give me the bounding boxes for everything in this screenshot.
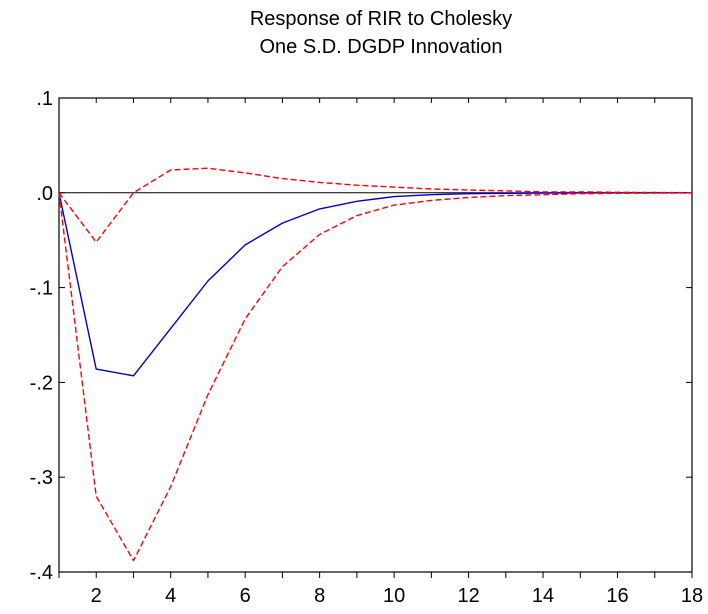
y-tick-label-0: .1 (36, 88, 53, 110)
y-tick-label-4: -.3 (30, 467, 53, 489)
x-tick-label-5: 12 (457, 585, 479, 607)
x-tick-label-8: 18 (681, 585, 703, 607)
x-tick-label-7: 16 (606, 585, 628, 607)
plot-frame (58, 97, 693, 573)
x-tick-label-6: 14 (532, 585, 554, 607)
x-tick-label-2: 6 (240, 585, 251, 607)
chart-title-line-1: Response of RIR to Cholesky (250, 8, 512, 30)
x-tick-label-1: 4 (165, 585, 176, 607)
series-line-1 (58, 167, 693, 243)
plot-area: .1 .0 -.1 -.2 -.3 -.4 2 4 6 8 10 12 14 16 18 (30, 88, 703, 607)
series-line-2 (58, 192, 693, 562)
y-tick-label-5: -.4 (30, 562, 53, 584)
y-tick-label-1: .0 (36, 183, 53, 205)
chart-title-line-2: One S.D. DGDP Innovation (259, 36, 502, 58)
x-tick-label-3: 8 (314, 585, 325, 607)
series-line-0 (58, 192, 692, 377)
y-tick-label-3: -.2 (30, 372, 53, 394)
y-tick-label-2: -.1 (30, 278, 53, 300)
x-tick-label-4: 10 (383, 585, 405, 607)
x-tick-label-0: 2 (91, 585, 102, 607)
